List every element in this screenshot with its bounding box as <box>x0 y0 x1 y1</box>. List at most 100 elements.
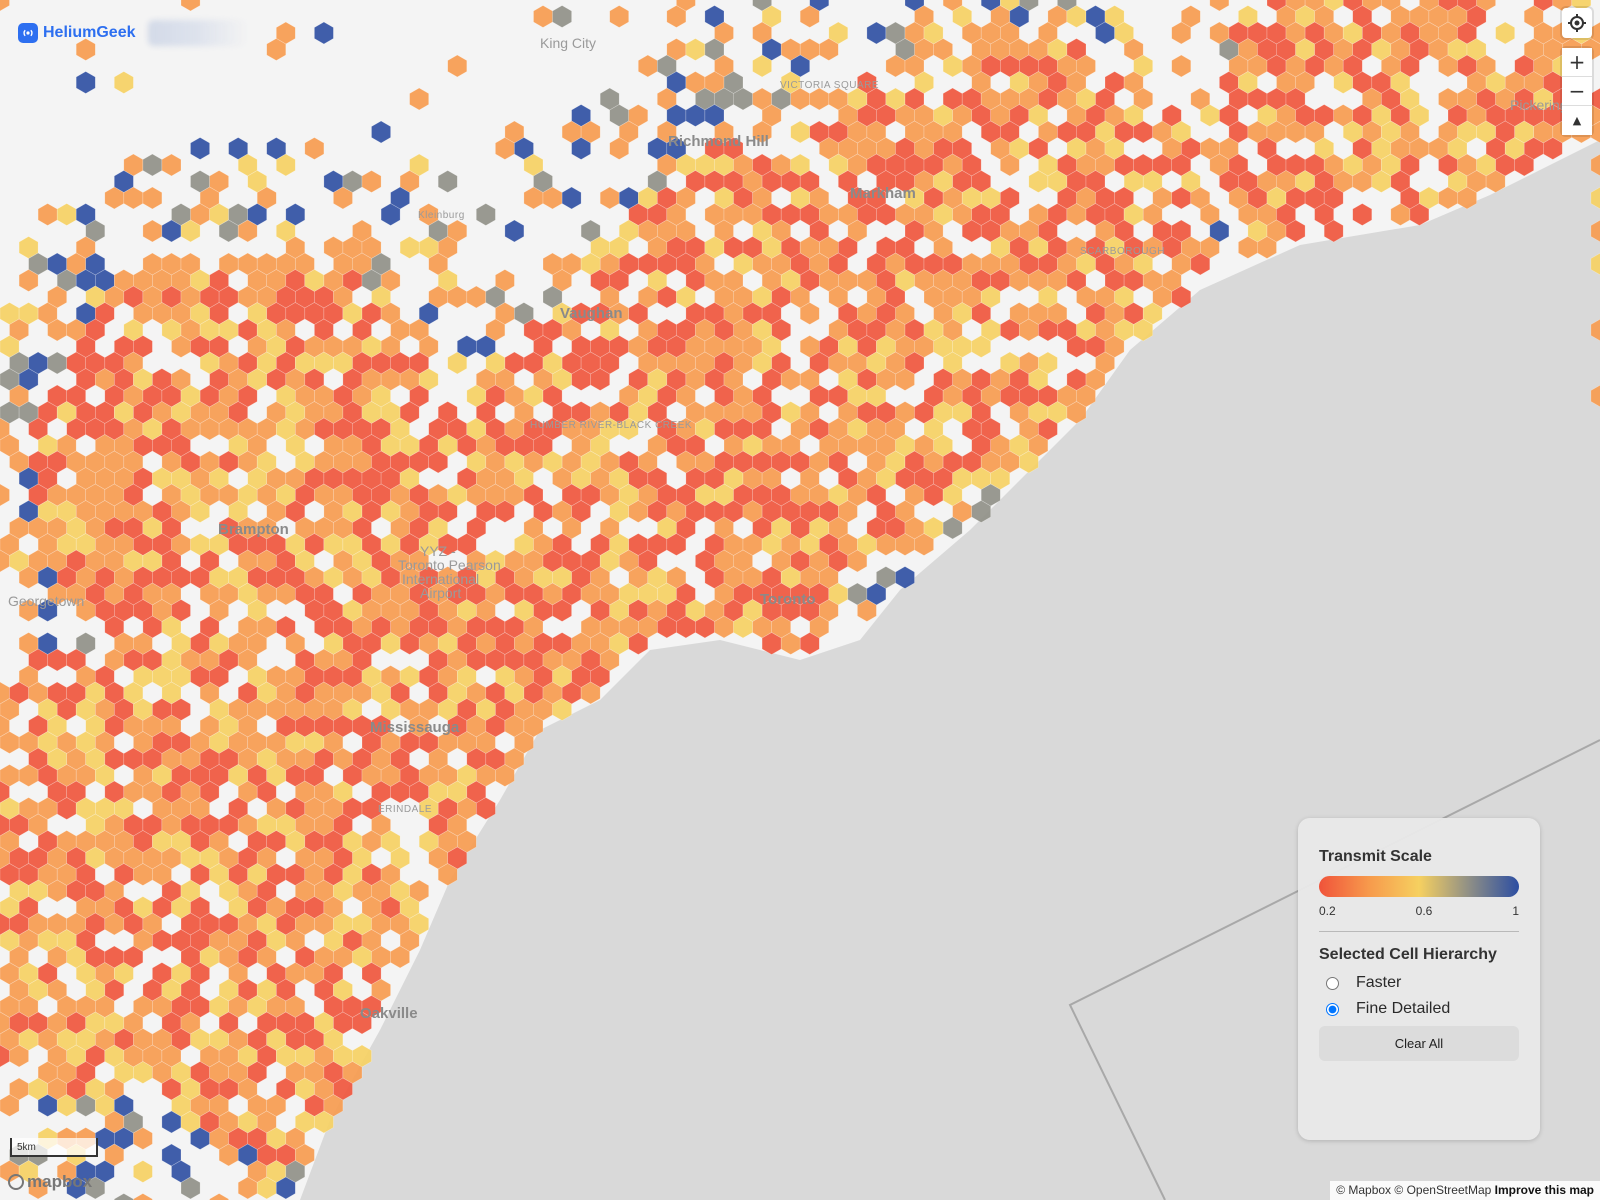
coverage-hex[interactable] <box>609 5 630 28</box>
option-fine-detailed[interactable]: Fine Detailed <box>1326 1000 1519 1018</box>
coverage-hex[interactable] <box>1457 186 1477 210</box>
app-logo[interactable]: HeliumGeek <box>18 20 249 46</box>
coverage-hex[interactable] <box>371 120 391 144</box>
coverage-hex[interactable] <box>971 335 992 358</box>
coverage-hex[interactable] <box>1190 252 1211 276</box>
coverage-hex[interactable] <box>571 137 591 160</box>
coverage-hex[interactable] <box>1257 236 1277 259</box>
option-faster[interactable]: Faster <box>1326 974 1519 992</box>
coverage-hex[interactable] <box>314 1110 334 1134</box>
coverage-hex[interactable] <box>799 5 820 28</box>
coverage-hex[interactable] <box>1590 120 1600 144</box>
coverage-hex[interactable] <box>1285 219 1306 243</box>
coverage-hex[interactable] <box>37 599 58 622</box>
coverage-hex[interactable] <box>942 516 963 540</box>
coverage-hex[interactable] <box>304 137 325 160</box>
coverage-hex[interactable] <box>971 500 992 523</box>
coverage-hex[interactable] <box>1171 285 1192 309</box>
coverage-hex[interactable] <box>1209 0 1230 12</box>
coverage-hex[interactable] <box>1495 21 1515 45</box>
coverage-hex[interactable] <box>114 1193 134 1200</box>
coverage-hex[interactable] <box>1590 384 1600 408</box>
coverage-hex[interactable] <box>180 1176 201 1200</box>
coverage-hex[interactable] <box>409 87 430 111</box>
coverage-hex[interactable] <box>799 632 820 655</box>
compass-button[interactable]: ▲ <box>1562 106 1592 135</box>
coverage-hex[interactable] <box>9 1044 29 1068</box>
coverage-hex[interactable] <box>561 186 582 210</box>
coverage-hex[interactable] <box>85 1176 106 1200</box>
coverage-hex[interactable] <box>237 219 258 243</box>
coverage-hex[interactable] <box>1018 450 1039 474</box>
coverage-hex[interactable] <box>18 269 39 292</box>
coverage-hex[interactable] <box>1514 153 1534 177</box>
coverage-hex[interactable] <box>752 54 772 78</box>
coverage-hex[interactable] <box>180 219 201 243</box>
coverage-hex[interactable] <box>847 549 868 573</box>
coverage-hex[interactable] <box>1171 21 1192 45</box>
coverage-hex[interactable] <box>1409 203 1430 226</box>
coverage-hex[interactable] <box>1590 252 1600 276</box>
coverage-hex[interactable] <box>666 533 687 556</box>
coverage-hex[interactable] <box>142 186 163 210</box>
coverage-hex[interactable] <box>428 450 449 474</box>
coverage-hex[interactable] <box>609 137 630 160</box>
coverage-hex[interactable] <box>580 681 601 705</box>
coverage-hex[interactable] <box>133 1160 153 1183</box>
coverage-hex[interactable] <box>895 566 915 589</box>
coverage-hex[interactable] <box>390 945 410 969</box>
coverage-hex[interactable] <box>161 153 182 177</box>
coverage-hex[interactable] <box>475 203 496 226</box>
coverage-hex[interactable] <box>314 21 334 45</box>
coverage-hex[interactable] <box>275 1176 296 1200</box>
coverage-hex[interactable] <box>209 1193 229 1200</box>
coverage-hex[interactable] <box>590 368 611 391</box>
coverage-hex[interactable] <box>618 417 639 441</box>
coverage-hex[interactable] <box>1543 137 1563 160</box>
coverage-hex[interactable] <box>857 599 877 622</box>
coverage-hex[interactable] <box>1590 318 1600 342</box>
coverage-hex[interactable] <box>799 302 820 325</box>
clear-all-button[interactable]: Clear All <box>1319 1026 1519 1061</box>
coverage-hex[interactable] <box>495 764 515 787</box>
coverage-hex[interactable] <box>914 533 934 556</box>
coverage-hex[interactable] <box>180 0 201 12</box>
improve-map-link[interactable]: Improve this map <box>1494 1183 1594 1197</box>
coverage-hex[interactable] <box>437 170 458 193</box>
coverage-hex[interactable] <box>447 351 468 375</box>
coverage-hex[interactable] <box>1590 186 1600 210</box>
zoom-out-button[interactable]: − <box>1562 77 1592 106</box>
coverage-hex[interactable] <box>190 500 210 523</box>
mapbox-logo[interactable]: mapbox <box>8 1172 92 1192</box>
locate-button[interactable] <box>1562 8 1592 38</box>
coverage-hex[interactable] <box>75 71 96 94</box>
coverage-hex[interactable] <box>0 0 10 12</box>
zoom-in-button[interactable]: + <box>1562 48 1592 77</box>
coverage-hex[interactable] <box>0 1094 20 1117</box>
coverage-hex[interactable] <box>1066 401 1087 424</box>
coverage-hex[interactable] <box>75 38 96 61</box>
coverage-hex[interactable] <box>895 368 915 391</box>
coverage-hex[interactable] <box>447 54 468 78</box>
coverage-hex[interactable] <box>437 863 458 886</box>
coverage-hex[interactable] <box>133 1127 153 1150</box>
coverage-hex[interactable] <box>361 170 382 193</box>
coverage-hex[interactable] <box>1171 54 1192 78</box>
coverage-hex[interactable] <box>1485 170 1506 193</box>
coverage-hex[interactable] <box>133 1193 153 1200</box>
coverage-hex[interactable] <box>552 698 572 721</box>
coverage-hex[interactable] <box>818 38 839 61</box>
fine-detailed-radio[interactable] <box>1326 1002 1339 1016</box>
coverage-hex[interactable] <box>552 599 572 622</box>
coverage-hex[interactable] <box>333 186 353 210</box>
coverage-hex[interactable] <box>380 203 401 226</box>
coverage-hex[interactable] <box>266 38 287 61</box>
coverage-hex[interactable] <box>475 797 496 820</box>
coverage-hex[interactable] <box>1590 219 1600 243</box>
faster-radio[interactable] <box>1326 976 1339 990</box>
coverage-hex[interactable] <box>28 1176 48 1200</box>
coverage-hex[interactable] <box>666 5 687 28</box>
coverage-hex[interactable] <box>275 153 296 177</box>
attribution-mapbox-link[interactable]: © Mapbox <box>1336 1183 1392 1197</box>
